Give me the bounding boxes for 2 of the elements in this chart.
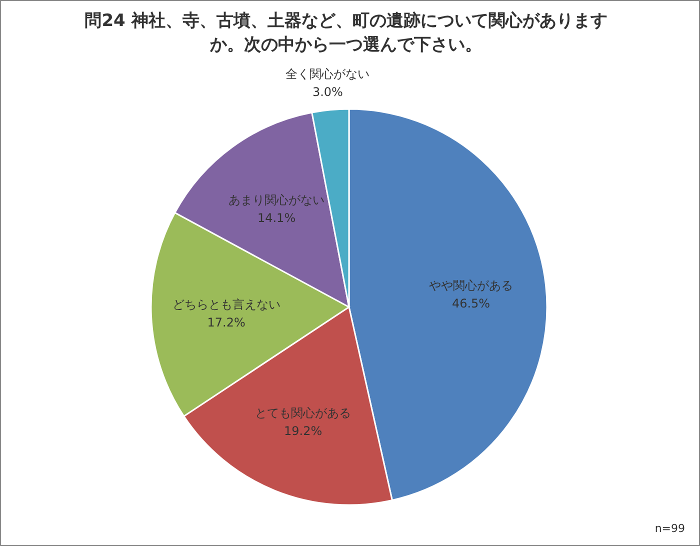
chart-title: 問24 神社、寺、古墳、土器など、町の遺跡について関心がありますか。次の中から一つ選んで下さい。 bbox=[84, 10, 608, 57]
text: n=99 bbox=[654, 522, 685, 535]
